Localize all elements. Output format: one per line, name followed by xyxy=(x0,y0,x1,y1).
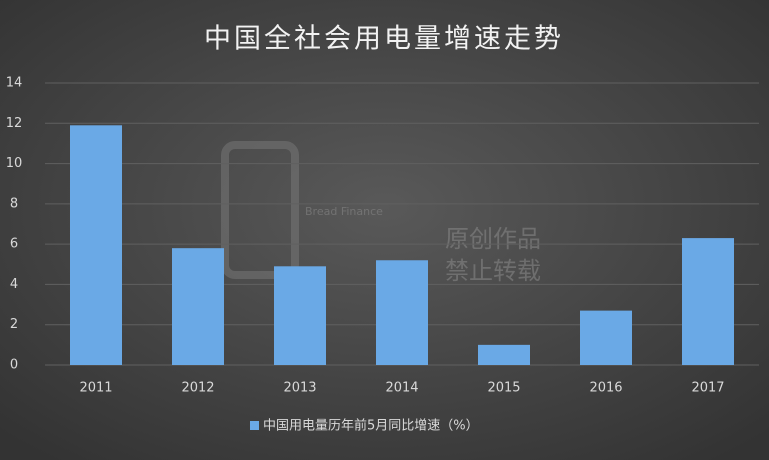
y-tick-label: 10 xyxy=(6,156,23,171)
y-tick-label: 0 xyxy=(10,358,18,373)
y-tick-label: 12 xyxy=(6,116,23,131)
x-tick-label: 2015 xyxy=(487,381,520,396)
x-tick-label: 2014 xyxy=(385,381,418,396)
bar xyxy=(580,310,632,365)
y-tick-label: 4 xyxy=(10,277,18,292)
chart-title: 中国全社会用电量增速走势 xyxy=(204,24,564,55)
x-tick-label: 2016 xyxy=(589,381,622,396)
watermark-text: 禁止转载 xyxy=(445,257,541,285)
bar xyxy=(682,238,734,365)
watermark-text: Bread Finance xyxy=(305,205,383,218)
y-tick-label: 8 xyxy=(10,196,18,211)
legend-swatch xyxy=(250,421,259,430)
bar xyxy=(478,344,530,365)
y-tick-label: 6 xyxy=(10,237,18,252)
legend-label: 中国用电量历年前5月同比增速（%） xyxy=(263,418,479,434)
watermark: Bread Finance 原创作品 禁止转载 xyxy=(221,141,541,285)
y-tick-label: 14 xyxy=(6,76,23,91)
y-tick-label: 2 xyxy=(10,317,18,332)
bar xyxy=(70,125,122,365)
bar xyxy=(274,266,326,365)
bar xyxy=(376,260,428,365)
bar xyxy=(172,248,224,365)
x-tick-label: 2017 xyxy=(691,381,724,396)
watermark-text: 原创作品 xyxy=(445,225,541,253)
x-tick-label: 2011 xyxy=(79,381,112,396)
watermark-logo xyxy=(221,141,299,279)
x-tick-label: 2013 xyxy=(283,381,316,396)
x-tick-label: 2012 xyxy=(181,381,214,396)
